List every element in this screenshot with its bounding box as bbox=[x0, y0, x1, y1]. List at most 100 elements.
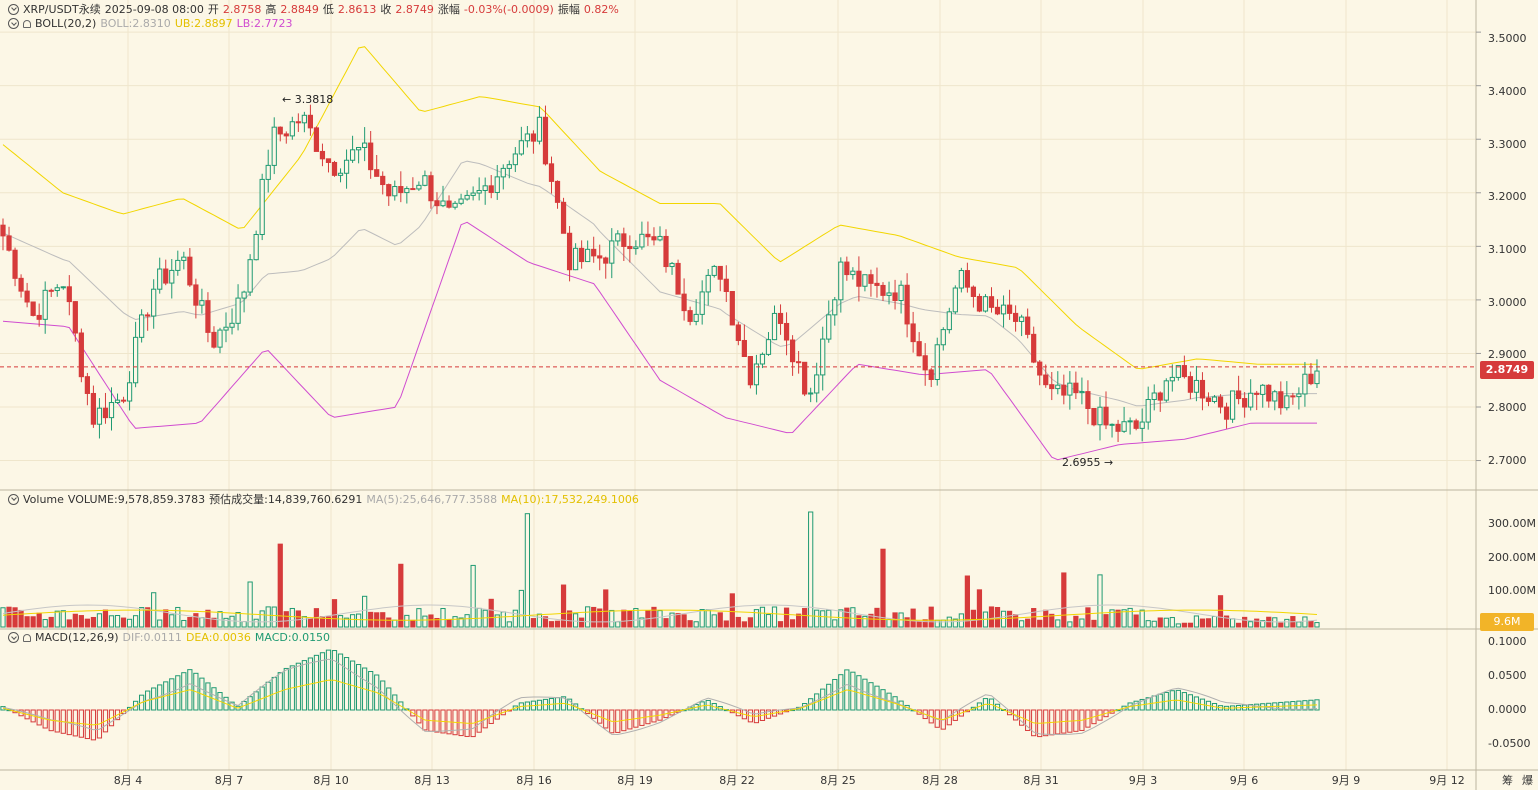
candle-body bbox=[518, 140, 524, 155]
last-price-tag: 2.8749 bbox=[1480, 361, 1534, 379]
candle-body bbox=[356, 146, 362, 151]
collapse-icon[interactable] bbox=[8, 3, 19, 15]
date-tick: 8月 22 bbox=[719, 774, 755, 787]
volume-bar bbox=[566, 610, 573, 628]
candle-body bbox=[1043, 374, 1049, 386]
candle-body bbox=[669, 262, 675, 268]
candle-body bbox=[820, 338, 826, 376]
candle-body bbox=[970, 286, 977, 297]
close-value: 2.8749 bbox=[395, 2, 434, 16]
candle-body bbox=[398, 186, 404, 194]
collapse-icon[interactable] bbox=[8, 18, 19, 29]
volume-bar bbox=[1296, 621, 1302, 628]
volume-bar bbox=[331, 599, 338, 628]
candle-body bbox=[1199, 379, 1206, 399]
volume-bar bbox=[247, 581, 253, 628]
volume-bar bbox=[952, 618, 958, 628]
volume-bar bbox=[1145, 620, 1151, 628]
volume-bar bbox=[199, 617, 205, 628]
candle-body bbox=[1097, 406, 1103, 426]
candle-body bbox=[1272, 391, 1278, 402]
date-tick: 8月 10 bbox=[313, 774, 349, 787]
macd-value: MACD:0.0150 bbox=[254, 631, 331, 644]
chips-button[interactable]: 筹 bbox=[1502, 774, 1513, 787]
volume-bar bbox=[494, 614, 500, 628]
volume-bar bbox=[488, 598, 494, 628]
candle-body bbox=[609, 240, 615, 264]
volume-bar bbox=[928, 606, 934, 628]
volume-bar bbox=[657, 610, 663, 628]
candle-body bbox=[1266, 384, 1272, 402]
candle-body bbox=[368, 142, 374, 171]
volume-bar bbox=[615, 621, 621, 628]
candle-body bbox=[289, 121, 295, 137]
candle-body bbox=[1055, 384, 1061, 390]
candle-body bbox=[1037, 361, 1043, 376]
candle-body bbox=[163, 268, 169, 284]
date-tick: 8月 28 bbox=[922, 774, 958, 787]
candle-body bbox=[1103, 406, 1109, 426]
candle-body bbox=[597, 255, 603, 259]
candle-body bbox=[362, 142, 368, 148]
candle-body bbox=[199, 300, 205, 306]
price-tick: 3.5000 bbox=[1488, 32, 1527, 45]
candle-body bbox=[265, 164, 271, 180]
alert-bell-icon[interactable] bbox=[23, 19, 31, 28]
volume-bar bbox=[386, 617, 392, 628]
macd-label[interactable]: MACD(12,26,9) bbox=[35, 631, 119, 644]
candle-body bbox=[952, 287, 958, 313]
volume-bar bbox=[1193, 615, 1200, 628]
macd-tick: 0.1000 bbox=[1488, 635, 1527, 648]
boll-label[interactable]: BOLL(20,2) bbox=[35, 17, 97, 30]
candle-body bbox=[771, 312, 778, 341]
date-tick: 8月 4 bbox=[113, 774, 143, 787]
symbol-name[interactable]: XRP/USDT永续 bbox=[23, 3, 101, 16]
volume-bar bbox=[753, 609, 760, 628]
candle-body bbox=[922, 355, 928, 371]
candle-body bbox=[1278, 391, 1284, 409]
boll-lb-value: LB:2.7723 bbox=[236, 17, 293, 30]
candle-body bbox=[500, 167, 506, 178]
candle-body bbox=[1139, 421, 1145, 429]
volume-bar bbox=[1025, 618, 1031, 628]
candle-body bbox=[132, 336, 139, 384]
candle-body bbox=[850, 270, 856, 276]
candle-body bbox=[1006, 304, 1013, 314]
low-value: 2.8613 bbox=[337, 2, 377, 16]
candle-body bbox=[1229, 390, 1236, 420]
volume-bar bbox=[60, 610, 66, 628]
volume-label[interactable]: Volume bbox=[23, 492, 64, 506]
candle-body bbox=[1091, 407, 1097, 426]
volume-bar bbox=[223, 617, 229, 628]
volume-bar bbox=[850, 607, 856, 628]
candle-body bbox=[663, 235, 669, 268]
candle-body bbox=[440, 200, 446, 207]
close-label: 收 bbox=[380, 3, 392, 16]
volume-bar bbox=[337, 615, 344, 628]
candle-body bbox=[1127, 420, 1133, 423]
volume-bar bbox=[1163, 617, 1169, 628]
volume-bar bbox=[90, 616, 97, 628]
volume-bar bbox=[446, 619, 452, 628]
volume-bar bbox=[1085, 607, 1091, 628]
amp-value: 0.82% bbox=[583, 2, 619, 16]
collapse-icon[interactable] bbox=[8, 632, 19, 643]
alert-bell-icon[interactable] bbox=[23, 633, 31, 642]
volume-bar bbox=[229, 615, 235, 628]
boll-upper-line bbox=[2, 46, 1317, 370]
candle-body bbox=[422, 175, 428, 186]
candle-body bbox=[928, 369, 934, 381]
collapse-icon[interactable] bbox=[8, 493, 19, 505]
volume-bar bbox=[428, 614, 434, 628]
candle-body bbox=[645, 233, 651, 238]
price-tick: 3.2000 bbox=[1488, 190, 1527, 203]
volume-bar bbox=[181, 619, 187, 628]
candle-body bbox=[470, 192, 476, 196]
volume-bar bbox=[301, 616, 307, 628]
candle-body bbox=[723, 278, 729, 293]
volume-bar bbox=[862, 615, 868, 628]
candle-body bbox=[223, 326, 229, 331]
volume-bar bbox=[1175, 623, 1181, 628]
liquidation-button[interactable]: 爆 bbox=[1522, 774, 1533, 787]
